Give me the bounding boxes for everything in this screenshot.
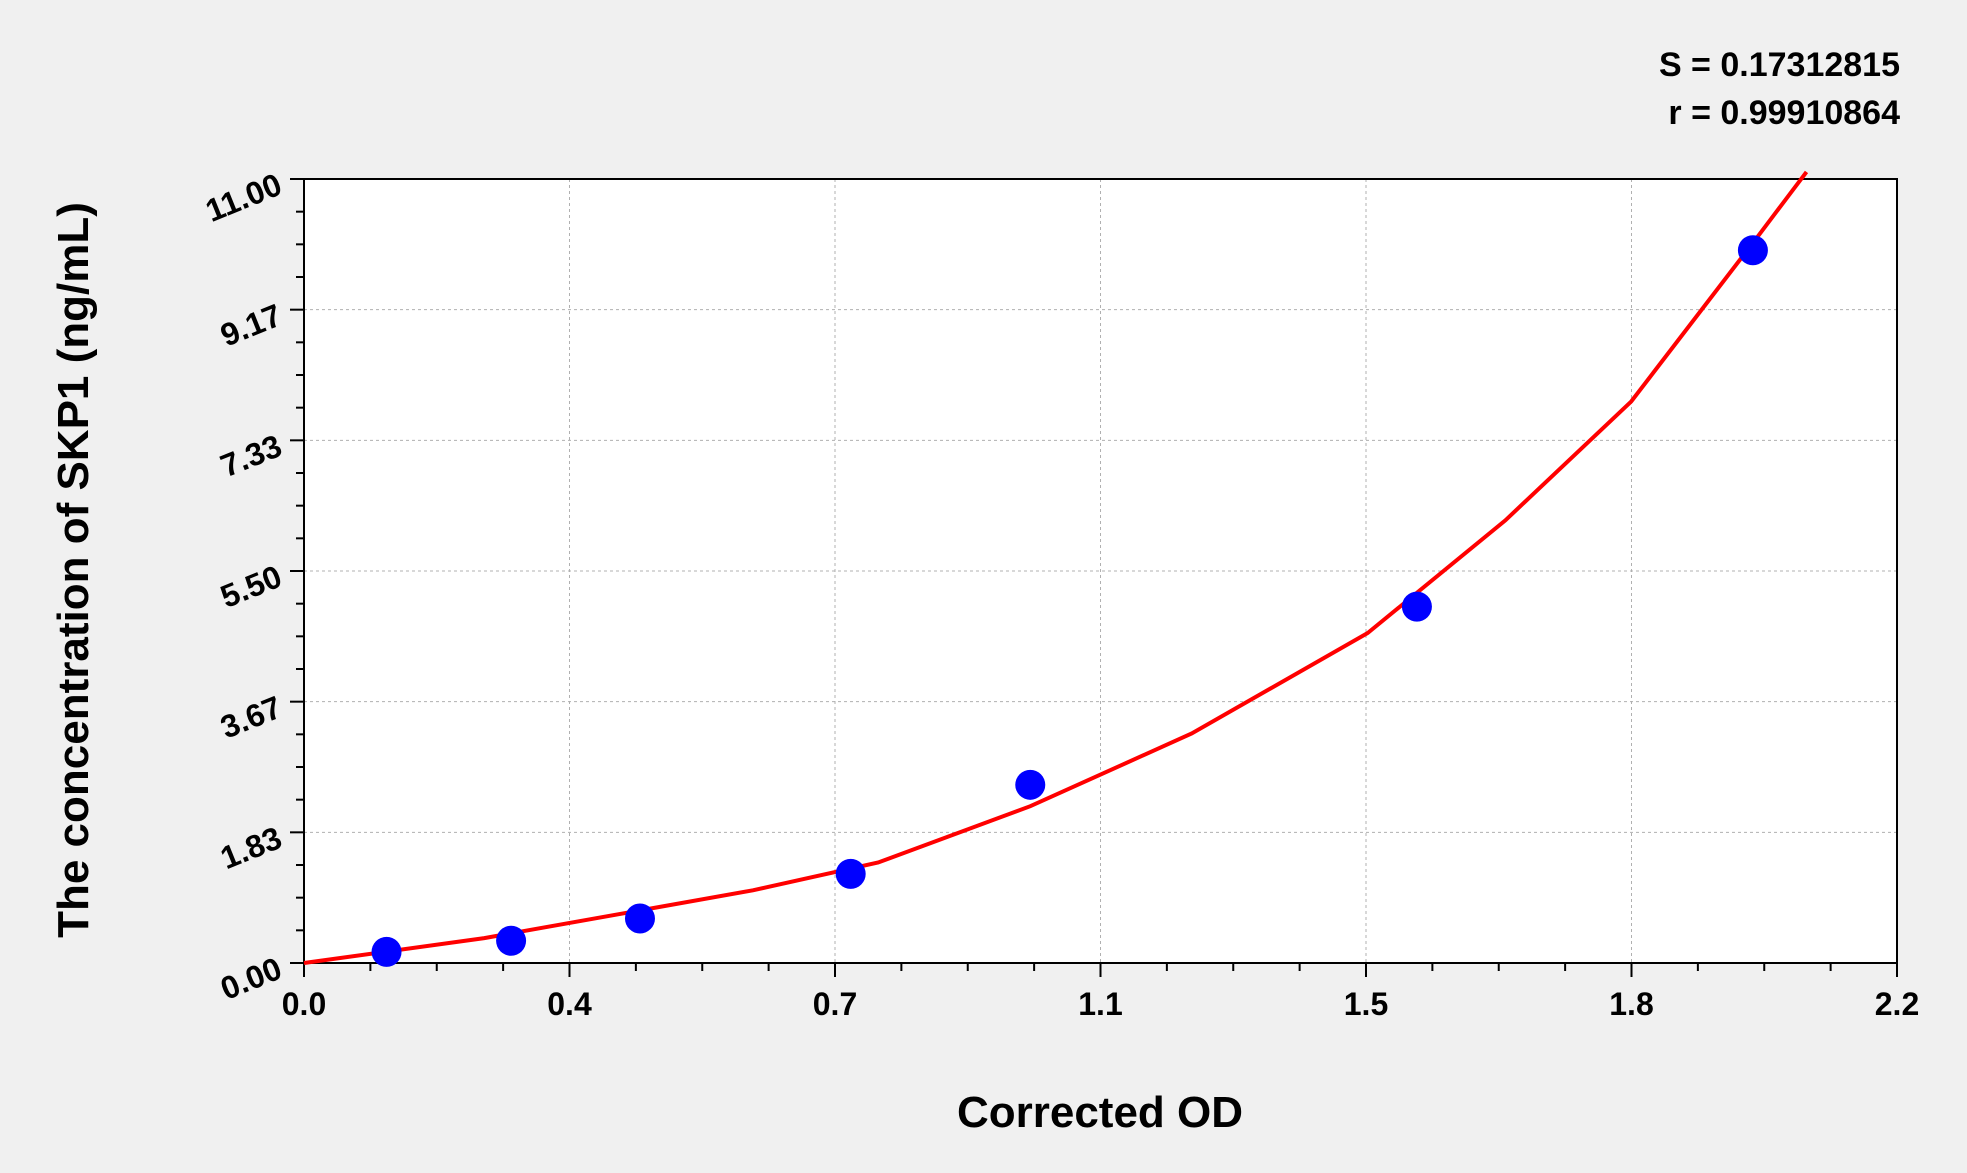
y-tick-label: 9.17 [215,297,286,354]
data-point [1737,235,1768,266]
x-tick-labels: 0.0 0.4 0.7 1.1 1.5 1.8 2.2 [282,986,1919,1022]
plot-frame [303,178,1898,964]
y-tick-labels: 0.00 1.83 3.67 5.50 7.33 9.17 11.00 [201,166,287,1007]
ticks [290,178,1898,977]
y-tick-label: 11.00 [201,166,287,229]
stat-r: r = 0.99910864 [1668,94,1900,132]
y-tick-label: 1.83 [215,819,286,876]
x-tick-label: 0.4 [547,986,592,1022]
y-axis-label: The concentration of SKP1 (ng/mL) [49,202,98,938]
data-point [624,903,655,934]
grid [304,179,1897,963]
data-points [371,235,1768,967]
x-tick-label: 0.0 [282,986,326,1022]
data-point [835,858,866,889]
data-point [1015,769,1046,800]
data-point [371,936,402,967]
y-tick-label: 7.33 [215,427,286,484]
x-tick-label: 1.5 [1344,986,1388,1022]
y-tick-label: 0.00 [215,950,286,1007]
fitted-curve [303,170,1809,965]
y-tick-label: 3.67 [215,689,286,746]
stat-s: S = 0.17312815 [1659,46,1900,84]
x-tick-label: 1.8 [1609,986,1653,1022]
x-tick-label: 0.7 [813,986,857,1022]
x-axis-label: Corrected OD [957,1088,1243,1137]
x-tick-label: 1.1 [1078,986,1122,1022]
x-tick-label: 2.2 [1875,986,1919,1022]
y-tick-label: 5.50 [215,558,286,615]
data-point [496,925,527,956]
data-point [1401,591,1432,622]
